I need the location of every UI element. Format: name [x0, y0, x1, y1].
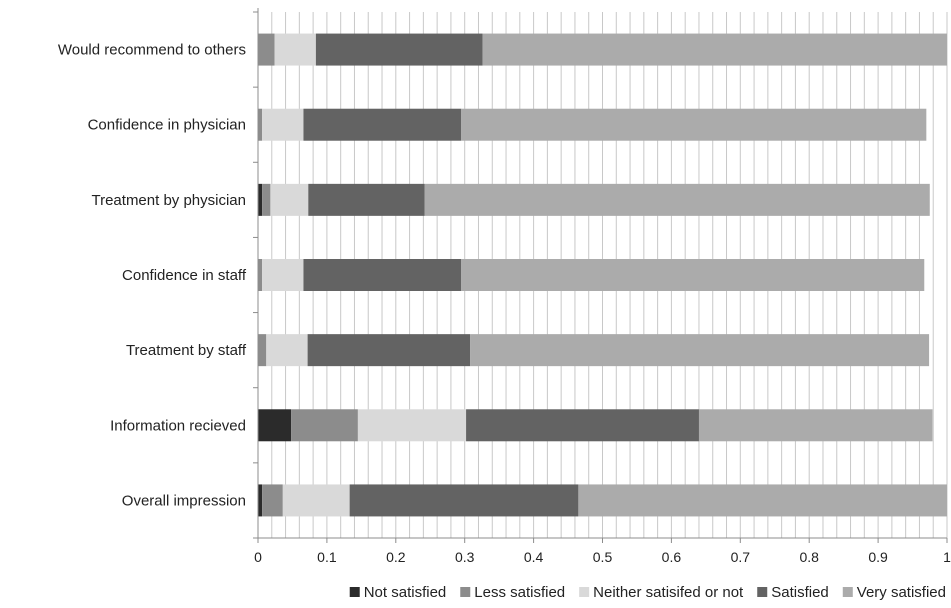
x-tick-label: 0.6 [662, 549, 682, 565]
legend: Not satisfied Less satisfied Neither satis… [349, 584, 946, 601]
bar-segment [357, 409, 467, 442]
category-label: Overall impression [122, 492, 246, 509]
category-label: Treatment by physician [91, 192, 246, 209]
category-label: Information recieved [110, 417, 246, 434]
x-tick-label: 0.2 [386, 549, 406, 565]
legend-swatch [349, 587, 360, 597]
category-label: Confidence in physician [88, 117, 246, 134]
legend-label: Very satisfied [857, 584, 946, 601]
legend-swatch [757, 587, 768, 597]
x-tick-label: 0.7 [731, 549, 751, 565]
legend-swatch [579, 587, 590, 597]
legend-label: Neither satisifed or not [593, 584, 744, 601]
bar-segment [274, 33, 316, 66]
bar-segment [266, 334, 308, 367]
bar-segment [258, 183, 263, 216]
legend-swatch [842, 587, 853, 597]
bar-segment [262, 183, 271, 216]
legend-label: Satisfied [771, 584, 829, 601]
bar-segment [258, 33, 275, 66]
bar-segment [258, 484, 263, 517]
legend-item: Very satisfied [842, 584, 946, 601]
bar-segment [282, 484, 350, 517]
bar-segment [262, 484, 283, 517]
bar-segment [470, 334, 930, 367]
x-tick-label: 0.1 [317, 549, 337, 565]
bar-segment [461, 259, 925, 291]
x-tick-label: 0 [254, 549, 262, 565]
bar-segment [258, 108, 263, 141]
legend-item: Not satisfied [349, 584, 447, 601]
bar-segment [461, 108, 927, 141]
bar-segment [424, 183, 930, 216]
bar-segment [291, 409, 358, 442]
category-label: Treatment by staff [126, 342, 247, 359]
bar-segment [482, 33, 947, 66]
legend-item: Neither satisifed or not [579, 584, 744, 601]
x-tick-label: 0.3 [455, 549, 475, 565]
bar-segment [578, 484, 947, 517]
bar-segment [308, 183, 425, 216]
x-tick-labels: 0 0.1 0.2 0.3 0.4 0.5 0.6 0.7 0.8 0.9 1 [254, 549, 951, 565]
category-label: Would recommend to others [58, 42, 246, 59]
legend-label: Not satisfied [364, 584, 447, 601]
axes [253, 8, 948, 543]
x-tick-label: 0.5 [593, 549, 613, 565]
category-label: Confidence in staff [122, 267, 247, 284]
bar-segment [698, 409, 933, 442]
bar-segment [466, 409, 699, 442]
bar-segment [315, 33, 483, 66]
bar-segment [258, 259, 263, 291]
legend-item: Satisfied [757, 584, 829, 601]
x-tick-label: 1 [943, 549, 951, 565]
legend-swatch [460, 587, 471, 597]
category-labels: Would recommend to others Confidence in p… [58, 42, 247, 510]
bar-segment [303, 108, 462, 141]
bars [258, 33, 947, 517]
bar-segment [258, 409, 292, 442]
x-tick-label: 0.4 [524, 549, 544, 565]
bar-segment [262, 259, 304, 291]
bar-segment [349, 484, 579, 517]
legend-item: Less satisfied [460, 584, 565, 601]
bar-segment [307, 334, 471, 367]
x-tick-label: 0.9 [868, 549, 888, 565]
bar-segment [303, 259, 462, 291]
bar-segment [258, 334, 267, 367]
x-tick-label: 0.8 [799, 549, 819, 565]
legend-label: Less satisfied [474, 584, 565, 601]
bar-segment [270, 183, 309, 216]
bar-segment [262, 108, 304, 141]
